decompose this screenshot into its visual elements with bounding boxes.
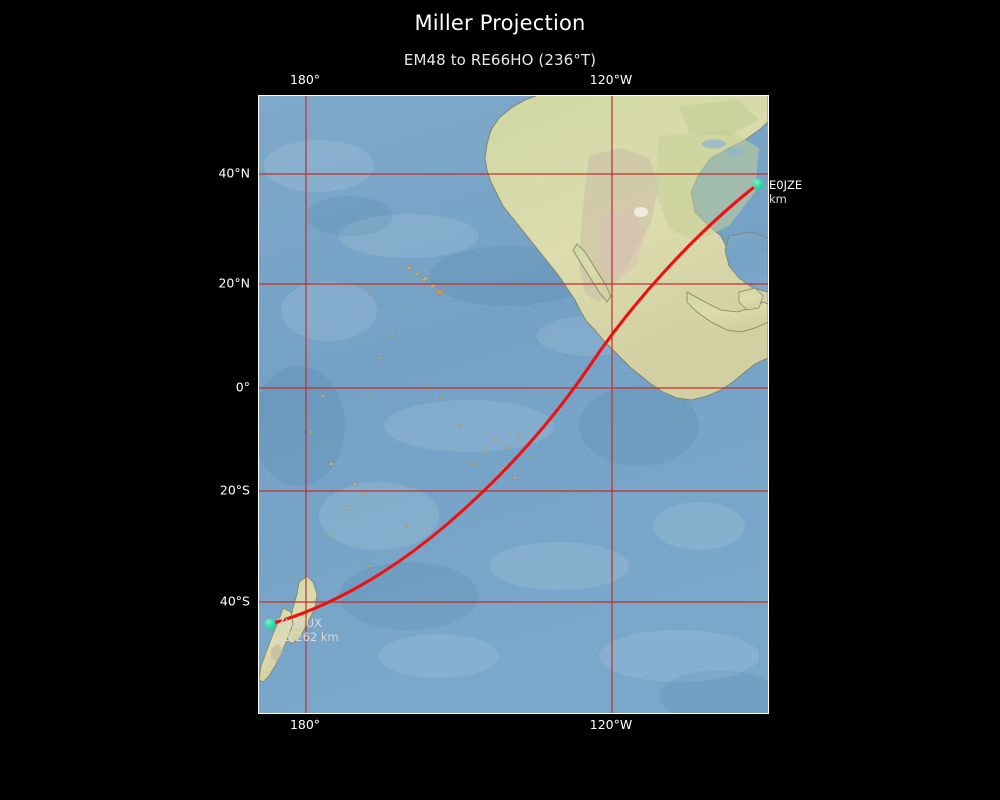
y-tick-0: 0°: [235, 379, 250, 395]
southern-alps-relief: [271, 644, 283, 662]
station-distance-zl3tux: 13,262 km: [277, 629, 339, 644]
yucatan-peninsula: [738, 287, 764, 311]
marker-e0jze: [752, 178, 764, 190]
salt-flat: [634, 207, 648, 217]
x-tick-bottom-180: 180°: [289, 717, 321, 732]
station-label-zl3tux: ZL3TUX 13,262 km: [277, 616, 339, 644]
x-tick-top-120w: 120°W: [589, 72, 633, 87]
y-tick-20s: 20°S: [219, 482, 250, 498]
pacific-islands: [309, 265, 533, 604]
station-callsign-zl3tux: ZL3TUX: [277, 616, 322, 630]
landmass-new-zealand: [259, 575, 318, 683]
midwest-relief: [655, 130, 759, 242]
marker-zl3tux: [264, 618, 276, 630]
map-plot-area[interactable]: ZL3TUX 13,262 km: [258, 95, 769, 714]
station-callsign-e0jze: E0JZE: [769, 178, 803, 192]
station-distance-e0jze: km: [769, 191, 787, 206]
map-canvas: ZL3TUX 13,262 km: [259, 96, 768, 713]
nz-south-island: [259, 607, 294, 683]
great-basin-relief: [599, 210, 645, 282]
x-tick-top-180: 180°: [289, 72, 321, 87]
great-lakes: [702, 139, 726, 149]
page-title: Miller Projection: [414, 11, 586, 35]
y-tick-40n: 40°N: [218, 165, 250, 181]
map-vector-layer: [259, 96, 768, 713]
x-tick-bottom-120w: 120°W: [589, 717, 633, 732]
y-tick-40s: 40°S: [219, 593, 250, 609]
northern-plains-relief: [679, 100, 759, 136]
station-label-e0jze: E0JZE km: [769, 178, 803, 206]
bathymetry-deep: [259, 196, 768, 713]
bathymetry-texture: [264, 140, 759, 682]
nz-north-island: [286, 575, 318, 645]
great-circle-route: [268, 182, 760, 626]
baja-california: [572, 243, 612, 303]
landmass-north-america: [484, 96, 768, 401]
central-america: [686, 291, 768, 333]
graticule: [259, 96, 768, 713]
great-lakes-east: [726, 148, 744, 156]
y-tick-20n: 20°N: [218, 275, 250, 291]
figure-subtitle: EM48 to RE66HO (236°T): [403, 51, 597, 69]
gulf-of-mexico: [724, 231, 768, 293]
